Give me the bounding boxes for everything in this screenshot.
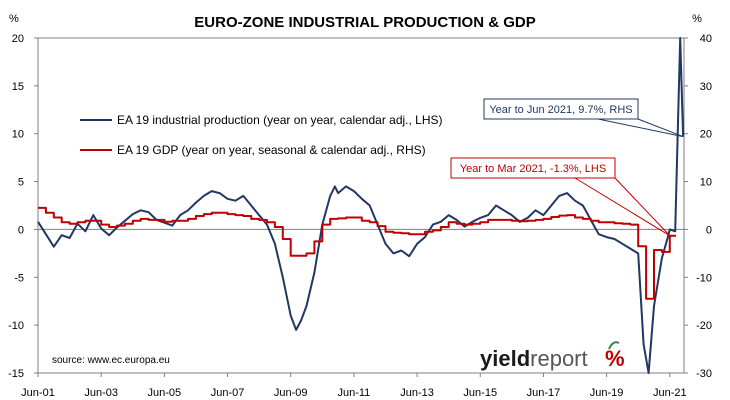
x-tick-label: Jun-05 bbox=[148, 387, 182, 399]
annotation-label: Year to Mar 2021, -1.3%, LHS bbox=[460, 163, 606, 175]
annotation-box bbox=[483, 98, 639, 120]
right-tick-label: -30 bbox=[696, 368, 712, 380]
right-tick-label: 30 bbox=[700, 81, 712, 93]
annotation-leader bbox=[574, 177, 671, 237]
plot-area bbox=[37, 37, 685, 374]
logo-leaf-icon bbox=[608, 341, 620, 350]
x-tick-label: Jun-07 bbox=[211, 387, 245, 399]
annotation-leader bbox=[637, 118, 684, 138]
x-tick-label: Jun-15 bbox=[463, 387, 497, 399]
series-line-industrial-production bbox=[37, 37, 685, 374]
annotation-box bbox=[450, 157, 616, 179]
right-tick-label: 0 bbox=[706, 224, 712, 236]
left-axis: 20 15 10 5 0 -5 -10 -15 bbox=[8, 33, 38, 380]
left-tick-label: 15 bbox=[12, 81, 24, 93]
right-tick-label: 20 bbox=[700, 129, 712, 141]
right-axis-unit: % bbox=[692, 13, 702, 25]
right-tick-label: -20 bbox=[696, 320, 712, 332]
left-tick-label: 20 bbox=[12, 33, 24, 45]
svg-text:yieldreport: yieldreport bbox=[480, 346, 588, 371]
right-axis: 40 30 20 10 0 -10 -20 -30 bbox=[684, 33, 712, 380]
annotation-leader bbox=[597, 118, 684, 138]
left-tick-label: 0 bbox=[18, 224, 24, 236]
annotation-label: Year to Jun 2021, 9.7%, RHS bbox=[489, 104, 632, 116]
left-tick-label: -5 bbox=[14, 272, 24, 284]
logo-percent-icon: % bbox=[605, 346, 625, 371]
right-tick-label: 10 bbox=[700, 177, 712, 189]
left-tick-label: 10 bbox=[12, 129, 24, 141]
x-tick-label: Jun-09 bbox=[274, 387, 308, 399]
x-tick-label: Jun-13 bbox=[400, 387, 434, 399]
left-tick-label: -15 bbox=[8, 368, 24, 380]
yieldreport-logo: yieldreport % bbox=[480, 341, 625, 371]
chart-title: EURO-ZONE INDUSTRIAL PRODUCTION & GDP bbox=[194, 14, 535, 31]
x-axis: Jun-01 Jun-03 Jun-05 Jun-07 Jun-09 Jun-11 Jun-… bbox=[21, 228, 687, 399]
left-tick-label: 5 bbox=[18, 177, 24, 189]
right-tick-label: -10 bbox=[696, 272, 712, 284]
annotation-leader bbox=[614, 177, 671, 236]
series-line-gdp bbox=[38, 206, 677, 300]
right-tick-label: 40 bbox=[700, 33, 712, 45]
legend-label-ip: EA 19 industrial production (year on yea… bbox=[117, 113, 443, 127]
x-tick-label: Jun-17 bbox=[527, 387, 561, 399]
x-tick-label: Jun-01 bbox=[21, 387, 55, 399]
legend-label-gdp: EA 19 GDP (year on year, seasonal & cale… bbox=[117, 143, 426, 157]
x-tick-label: Jun-03 bbox=[84, 387, 118, 399]
logo-word-yield: yield bbox=[480, 346, 530, 371]
x-tick-label: Jun-21 bbox=[653, 387, 687, 399]
annotation-layer: Year to Jun 2021, 9.7%, RHS Year to Mar 2… bbox=[450, 98, 684, 237]
left-axis-unit: % bbox=[9, 13, 19, 25]
x-tick-label: Jun-11 bbox=[337, 387, 370, 399]
left-tick-label: -10 bbox=[8, 320, 24, 332]
legend: EA 19 industrial production (year on yea… bbox=[80, 113, 443, 157]
source-note: source: www.ec.europa.eu bbox=[52, 355, 170, 366]
x-tick-label: Jun-19 bbox=[590, 387, 624, 399]
logo-word-report: report bbox=[530, 346, 587, 371]
series-layer bbox=[37, 37, 685, 374]
